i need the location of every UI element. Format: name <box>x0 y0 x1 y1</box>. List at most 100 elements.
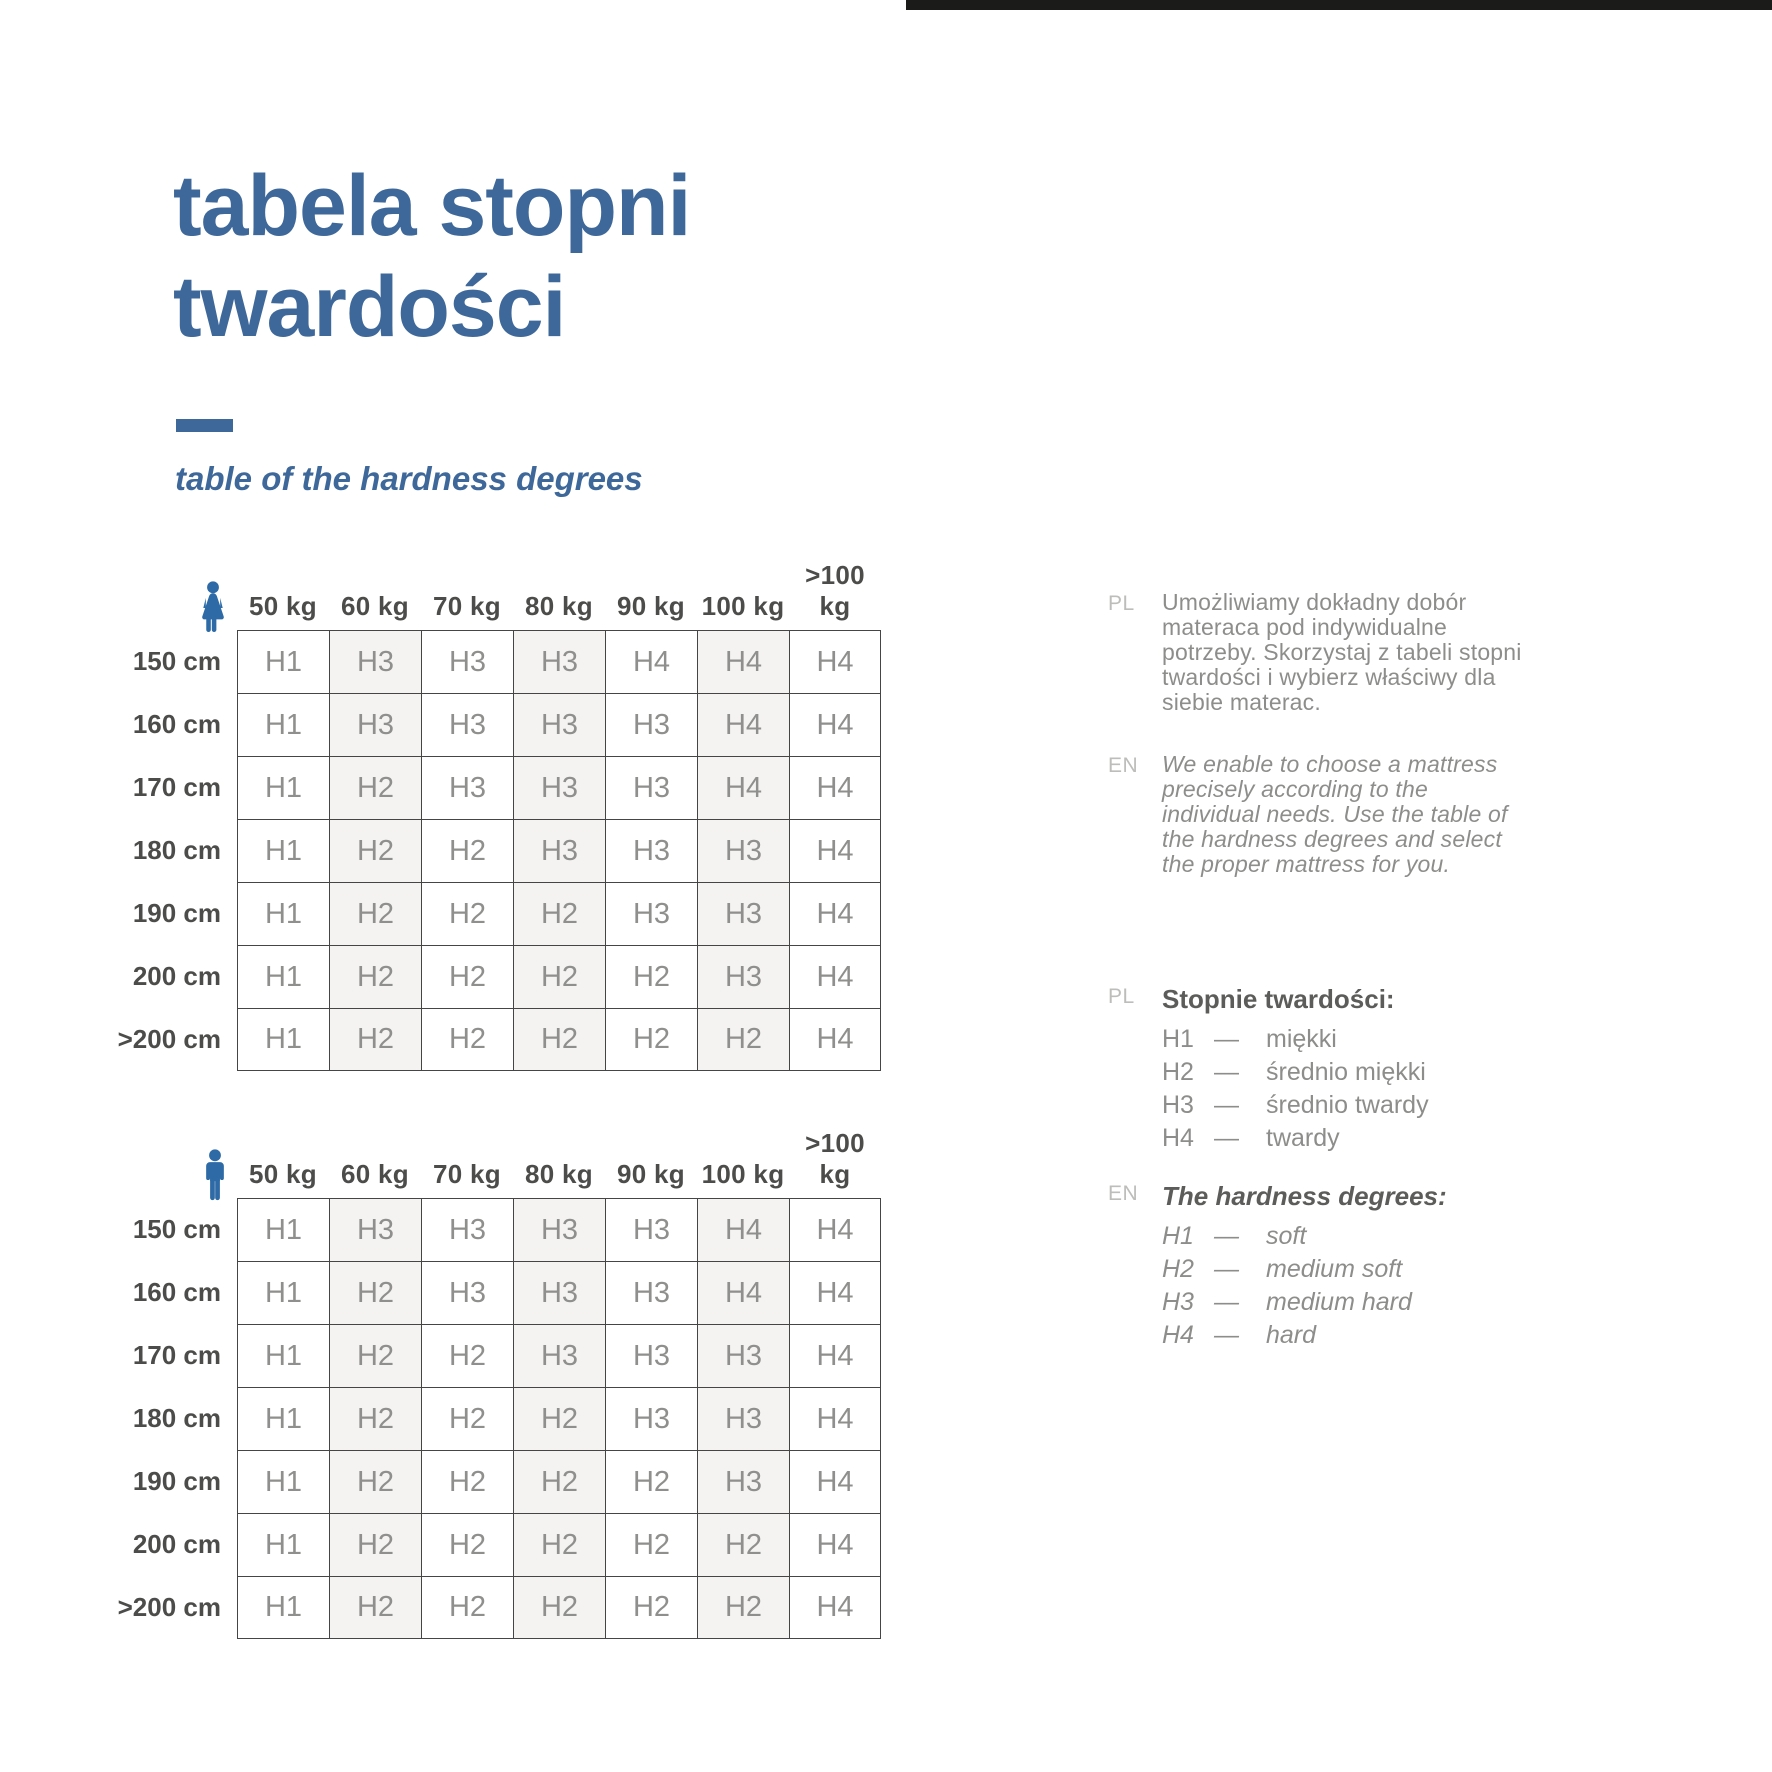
hardness-cell: H2 <box>513 1450 605 1513</box>
hardness-cell: H1 <box>237 693 329 756</box>
hardness-cell: H2 <box>329 819 421 882</box>
hardness-cell: H2 <box>329 1513 421 1576</box>
hardness-cell: H3 <box>513 1324 605 1387</box>
height-label: 150 cm <box>132 646 221 676</box>
hardness-cell: H3 <box>513 1198 605 1261</box>
hardness-cell: H2 <box>605 1450 697 1513</box>
hardness-cell: H3 <box>697 882 789 945</box>
hardness-cell: H1 <box>237 819 329 882</box>
hardness-cell: H3 <box>513 630 605 693</box>
page-subtitle: table of the hardness degrees <box>175 460 643 497</box>
man-hardness-grid: 150 cm H1 H3 H3 H3 H3 H4 H4 160 cm H1 H2 H3 H3 H3 H4 H4… <box>115 1198 885 1639</box>
hardness-cell: H2 <box>421 1324 513 1387</box>
hardness-cell: H2 <box>329 882 421 945</box>
woman-icon <box>202 581 224 633</box>
hardness-code: H1 <box>1162 1222 1194 1250</box>
hardness-cell: H4 <box>789 1450 881 1513</box>
hardness-cell: H2 <box>697 1576 789 1639</box>
legend-items: H1 — miękki H2 — średnio miękki H3 — średnio twa… <box>1162 1023 1429 1155</box>
height-label: 200 cm <box>132 961 221 991</box>
hardness-cell: H4 <box>789 1008 881 1071</box>
height-label: 160 cm <box>132 709 221 739</box>
hardness-cell: H2 <box>329 756 421 819</box>
weight-header: 60 kg <box>341 591 409 621</box>
info-text-en: We enable to choose a mattress precisely… <box>1162 751 1508 877</box>
legend-item: H4 — twardy <box>1162 1122 1429 1155</box>
hardness-cell: H2 <box>421 945 513 1008</box>
hardness-cell: H3 <box>329 693 421 756</box>
hardness-cell: H3 <box>329 1198 421 1261</box>
weight-header: >100 kg <box>805 1128 865 1189</box>
hardness-label: miękki <box>1266 1025 1337 1053</box>
page-title: tabela stopni twardości <box>173 156 691 358</box>
hardness-cell: H4 <box>789 1576 881 1639</box>
hardness-cell: H3 <box>421 1261 513 1324</box>
legend-item: H3 — średnio twardy <box>1162 1089 1429 1122</box>
hardness-cell: H2 <box>605 945 697 1008</box>
legend-title-pl: Stopnie twardości: <box>1162 984 1395 1014</box>
hardness-code: H3 <box>1162 1091 1194 1119</box>
hardness-cell: H3 <box>329 630 421 693</box>
hardness-cell: H2 <box>329 1450 421 1513</box>
hardness-cell: H4 <box>789 1324 881 1387</box>
hardness-code: H3 <box>1162 1288 1194 1316</box>
hardness-cell: H2 <box>513 882 605 945</box>
legend-item: H4 — hard <box>1162 1319 1447 1352</box>
hardness-cell: H2 <box>513 945 605 1008</box>
weight-header: 50 kg <box>249 591 317 621</box>
hardness-cell: H2 <box>697 1513 789 1576</box>
woman-hardness-table: 50 kg 60 kg 70 kg 80 kg 90 kg 100 kg >100 kg 1… <box>115 560 885 1071</box>
weight-header: 100 kg <box>701 1159 785 1189</box>
hardness-cell: H3 <box>697 1387 789 1450</box>
hardness-cell: H2 <box>697 1008 789 1071</box>
hardness-cell: H3 <box>605 1324 697 1387</box>
hardness-cell: H1 <box>237 1008 329 1071</box>
hardness-cell: H3 <box>421 693 513 756</box>
hardness-cell: H4 <box>697 756 789 819</box>
legend-item: H2 — medium soft <box>1162 1253 1447 1286</box>
hardness-cell: H3 <box>697 945 789 1008</box>
hardness-cell: H2 <box>421 1450 513 1513</box>
hardness-cell: H1 <box>237 882 329 945</box>
hardness-cell: H2 <box>605 1576 697 1639</box>
height-label: 200 cm <box>132 1529 221 1559</box>
page-title-line2: twardości <box>173 259 566 355</box>
legend-item: H3 — medium hard <box>1162 1286 1447 1319</box>
height-label: 150 cm <box>132 1214 221 1244</box>
hardness-legend-en: EN The hardness degrees: H1 — soft H2 — mediu… <box>1108 1180 1628 1352</box>
hardness-label: średnio miękki <box>1266 1058 1426 1086</box>
dash-separator: — <box>1214 1222 1239 1250</box>
hardness-cell: H2 <box>421 1387 513 1450</box>
info-paragraph-pl: PL Umożliwiamy dokładny dobór materaca p… <box>1108 590 1628 715</box>
hardness-cell: H4 <box>697 1198 789 1261</box>
legend-body: The hardness degrees: H1 — soft H2 — medium s… <box>1162 1180 1447 1352</box>
hardness-cell: H2 <box>329 945 421 1008</box>
hardness-cell: H4 <box>697 693 789 756</box>
hardness-cell: H4 <box>789 1198 881 1261</box>
hardness-cell: H2 <box>513 1387 605 1450</box>
hardness-cell: H3 <box>605 882 697 945</box>
hardness-cell: H2 <box>421 882 513 945</box>
man-hardness-table: 50 kg 60 kg 70 kg 80 kg 90 kg 100 kg >100 kg 1… <box>115 1128 885 1639</box>
hardness-cell: H4 <box>697 1261 789 1324</box>
dash-separator: — <box>1214 1091 1239 1119</box>
hardness-cell: H3 <box>605 693 697 756</box>
hardness-cell: H3 <box>605 1261 697 1324</box>
language-tag-pl: PL <box>1108 985 1135 1008</box>
man-icon-cell <box>115 1133 237 1203</box>
hardness-cell: H2 <box>513 1576 605 1639</box>
hardness-cell: H3 <box>697 1324 789 1387</box>
language-tag-pl: PL <box>1108 592 1135 615</box>
weight-header: 80 kg <box>525 591 593 621</box>
hardness-cell: H2 <box>421 819 513 882</box>
hardness-cell: H1 <box>237 1513 329 1576</box>
hardness-cell: H1 <box>237 756 329 819</box>
woman-icon-cell <box>115 565 237 635</box>
height-label: >200 cm <box>117 1024 221 1054</box>
weight-header: 90 kg <box>617 1159 685 1189</box>
hardness-cell: H4 <box>789 756 881 819</box>
language-tag-en: EN <box>1108 754 1139 777</box>
weight-header: 50 kg <box>249 1159 317 1189</box>
hardness-cell: H4 <box>697 630 789 693</box>
legend-item: H1 — miękki <box>1162 1023 1429 1056</box>
